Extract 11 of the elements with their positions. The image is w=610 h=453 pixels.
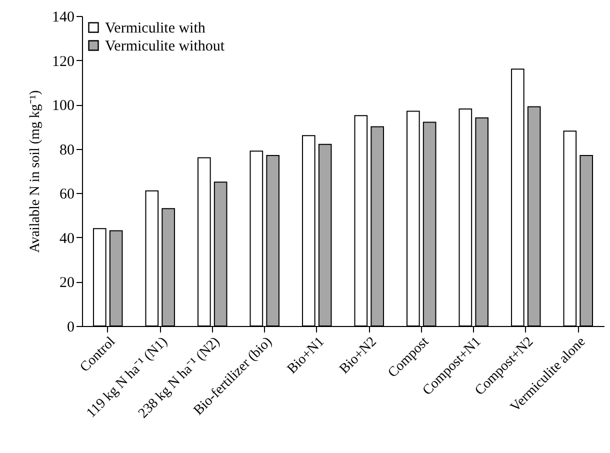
y-tick-label: 40 [60,230,74,247]
y-tick-label: 120 [52,54,74,70]
y-tick-label: 140 [52,10,74,26]
y-tick-label: 60 [60,186,74,203]
y-tick-label: 20 [60,275,74,292]
y-tick-label: 80 [60,142,74,158]
y-tick-label: 0 [67,320,74,336]
legend-label: Vermiculite without [105,38,226,54]
legend-label: Vermiculite with [105,20,206,36]
y-tick-label: 100 [52,98,74,114]
y-axis-title: Available N in soil (mg kg⁻¹) [28,90,43,253]
